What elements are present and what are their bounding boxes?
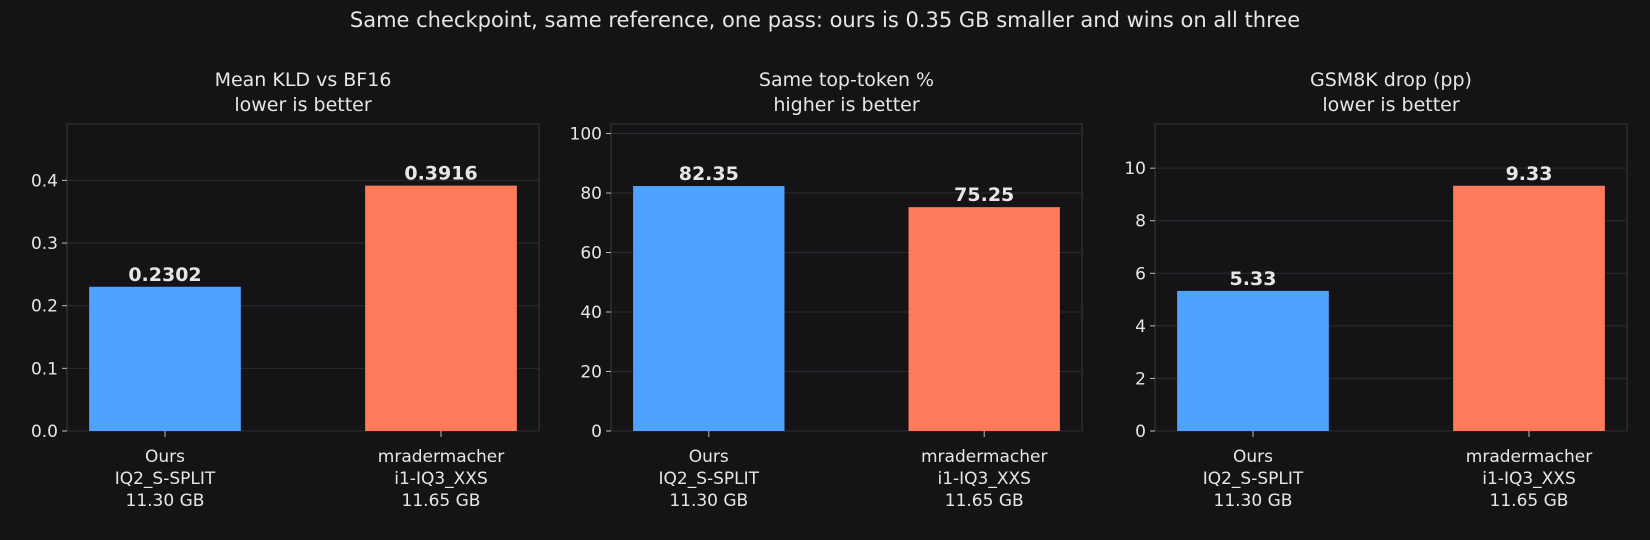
value-label: 0.2302	[128, 264, 201, 286]
x-tick-label-line: IQ2_S-SPLIT	[115, 469, 216, 489]
bar	[1453, 185, 1605, 431]
value-label: 75.25	[954, 184, 1014, 206]
x-tick-label-line: 11.30 GB	[1214, 491, 1293, 511]
value-label: 5.33	[1230, 268, 1277, 290]
x-tick-label-line: 11.65 GB	[945, 491, 1024, 511]
value-label: 9.33	[1506, 163, 1553, 185]
y-tick-label: 10	[1124, 159, 1146, 179]
x-tick-label-line: IQ2_S-SPLIT	[658, 469, 759, 489]
y-tick-label: 0	[1135, 422, 1146, 442]
x-tick-label: mradermacher i1-IQ3_XXS 11.65 GB	[1466, 447, 1592, 511]
y-tick-label: 80	[580, 184, 602, 204]
y-tick-label: 2	[1135, 369, 1146, 389]
y-tick-label: 8	[1135, 212, 1146, 232]
x-tick-label-line: 11.65 GB	[1490, 491, 1569, 511]
x-tick-label-line: 11.30 GB	[669, 491, 748, 511]
y-tick-label: 60	[580, 244, 602, 264]
x-tick-label-line: mradermacher	[378, 447, 504, 467]
value-label: 0.3916	[404, 163, 477, 185]
bar	[908, 207, 1060, 431]
x-tick-label-line: i1-IQ3_XXS	[937, 469, 1030, 489]
y-tick-label: 40	[580, 303, 602, 323]
x-tick-label: mradermacher i1-IQ3_XXS 11.65 GB	[921, 447, 1047, 511]
y-tick-label: 6	[1135, 264, 1146, 284]
subplot-title: Mean KLD vs BF16	[215, 69, 392, 91]
x-tick-label-line: Ours	[689, 447, 729, 467]
x-tick-label: Ours IQ2_S-SPLIT 11.30 GB	[115, 447, 216, 511]
x-tick-label-line: 11.30 GB	[126, 491, 205, 511]
x-tick-label-line: Ours	[145, 447, 185, 467]
subplot-title: Same top-token %	[759, 69, 934, 91]
y-tick-label: 0	[591, 422, 602, 442]
x-tick-label: Ours IQ2_S-SPLIT 11.30 GB	[1203, 447, 1304, 511]
x-tick-label-line: IQ2_S-SPLIT	[1203, 469, 1304, 489]
bar	[1177, 290, 1329, 431]
y-tick-label: 4	[1135, 317, 1146, 337]
bar	[633, 186, 785, 431]
x-tick-label-line: mradermacher	[921, 447, 1047, 467]
bar	[89, 286, 241, 431]
x-tick-label: Ours IQ2_S-SPLIT 11.30 GB	[658, 447, 759, 511]
x-tick-label-line: mradermacher	[1466, 447, 1592, 467]
subplot-subtitle: lower is better	[1322, 94, 1460, 116]
subplot-subtitle: lower is better	[234, 94, 372, 116]
y-tick-label: 0.4	[31, 171, 58, 191]
x-tick-label: mradermacher i1-IQ3_XXS 11.65 GB	[378, 447, 504, 511]
figure-title: Same checkpoint, same reference, one pas…	[350, 8, 1300, 32]
subplot-title: GSM8K drop (pp)	[1310, 69, 1472, 91]
x-tick-label-line: i1-IQ3_XXS	[394, 469, 487, 489]
y-tick-label: 0.3	[31, 234, 58, 254]
bar	[365, 185, 517, 431]
x-tick-label-line: Ours	[1233, 447, 1273, 467]
subplot-subtitle: higher is better	[773, 94, 920, 116]
y-tick-label: 100	[570, 125, 602, 145]
value-label: 82.35	[679, 163, 739, 185]
y-tick-label: 0.0	[31, 422, 58, 442]
x-tick-label-line: 11.65 GB	[402, 491, 481, 511]
x-tick-label-line: i1-IQ3_XXS	[1482, 469, 1575, 489]
y-tick-label: 20	[580, 363, 602, 383]
y-tick-label: 0.1	[31, 359, 58, 379]
y-tick-label: 0.2	[31, 297, 58, 317]
